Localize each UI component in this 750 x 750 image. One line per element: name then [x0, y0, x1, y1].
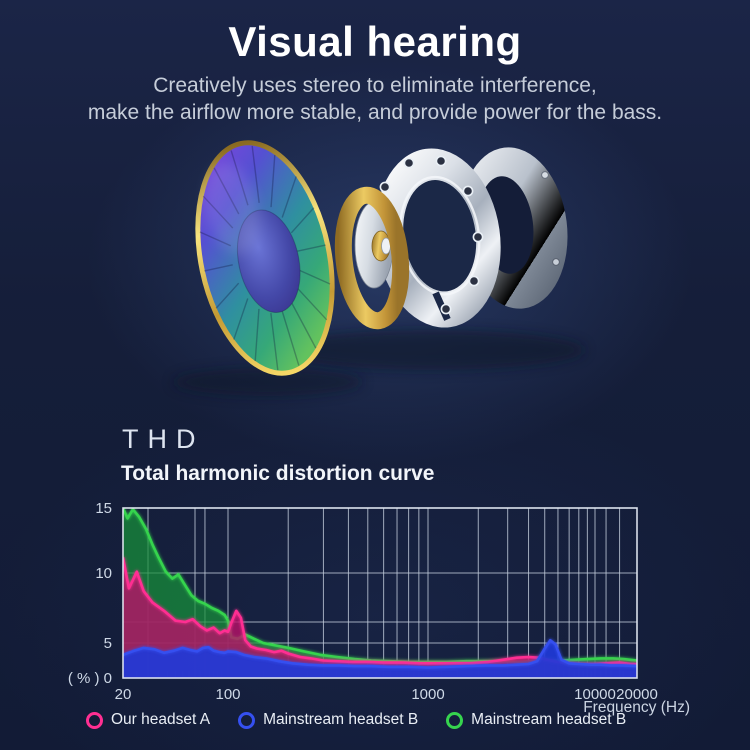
legend-item: Mainstream headset B: [446, 711, 626, 729]
screw-icon: [552, 258, 560, 266]
series-area: [123, 640, 637, 678]
x-tick-label: 1000: [411, 686, 444, 703]
legend-label: Mainstream headset B: [471, 711, 627, 728]
bolt-hole-icon: [440, 303, 452, 315]
thd-heading: THD: [122, 424, 205, 454]
speaker-driver-render: [173, 140, 585, 396]
bolt-hole-icon: [435, 155, 447, 167]
bolt-hole-icon: [472, 231, 484, 243]
thd-subheading: Total harmonic distortion curve: [121, 462, 435, 485]
subtitle-line-2: make the airflow more stable, and provid…: [87, 101, 663, 124]
x-tick-label: 20000: [616, 686, 658, 703]
subtitle-line-1: Creatively uses stereo to eliminate inte…: [153, 74, 597, 97]
page-title: Visual hearing: [228, 18, 522, 65]
shadow-ground: [275, 330, 585, 370]
x-tick-label: 20: [115, 686, 132, 703]
legend-label: Our headset A: [111, 711, 211, 728]
legend-item: Our headset A: [86, 711, 210, 729]
chart-legend: Our headset A Mainstream headset B Mainstr…: [86, 711, 626, 729]
bolt-hole-icon: [468, 275, 480, 287]
shadow-diaphragm: [173, 368, 363, 396]
bolt-holes: [379, 155, 484, 315]
voice-coil-illustration: [334, 186, 410, 330]
chart-axis-labels: 20 100 1000 10000 20000 15 10 5 ( % ) 0: [68, 500, 658, 703]
diaphragm-illustration: [195, 140, 335, 376]
legend-label: Mainstream headset B: [263, 711, 419, 728]
chart-series: [123, 508, 637, 678]
page-subtitle: Creatively uses stereo to eliminate inte…: [0, 72, 750, 126]
legend-item: Mainstream headset B: [238, 711, 418, 729]
bolt-hole-icon: [379, 181, 391, 193]
bolt-hole-icon: [462, 185, 474, 197]
legend-marker-icon: [238, 711, 256, 729]
header: Visual hearing Creatively uses stereo to…: [0, 0, 750, 126]
screw-icon: [541, 171, 549, 179]
x-tick-label: 10000: [574, 686, 616, 703]
y-tick-label: 15: [95, 500, 112, 517]
x-tick-label: 100: [215, 686, 240, 703]
legend-marker-icon: [86, 711, 103, 729]
x-axis-title: Frequency (Hz): [583, 699, 690, 716]
y-tick-label: ( % ) 0: [68, 670, 112, 687]
series-line: [123, 638, 637, 669]
y-tick-label: 5: [104, 635, 112, 652]
legend-marker-icon: [446, 711, 464, 729]
y-tick-label: 10: [95, 565, 112, 582]
bolt-hole-icon: [403, 157, 415, 169]
chart-frame: [122, 507, 638, 679]
